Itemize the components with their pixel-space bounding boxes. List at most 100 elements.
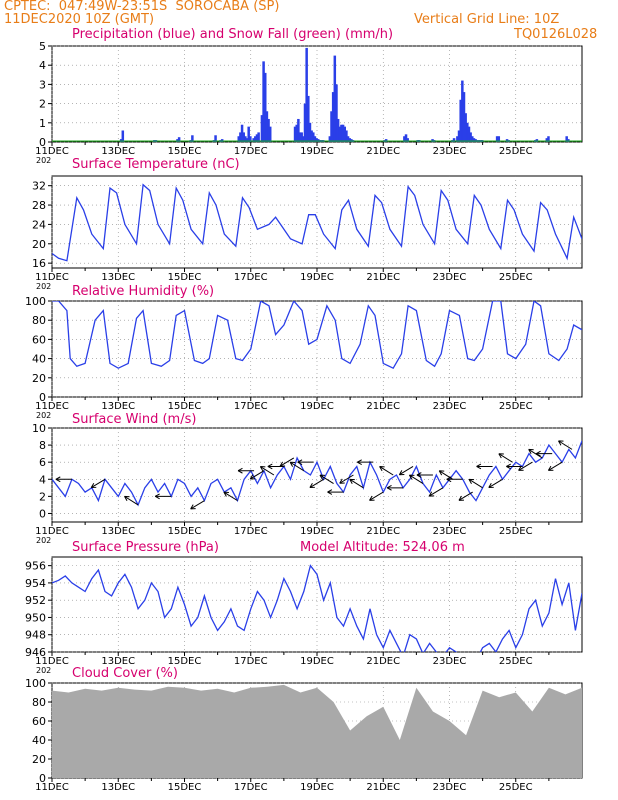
temperature-series-line [52, 183, 582, 262]
precip-bar [262, 61, 265, 142]
wind-arrow-head [558, 440, 562, 446]
wind-xtick-label: 13DEC [101, 526, 135, 537]
precip-xtick-label: 11DEC [35, 146, 69, 157]
precip-bar [260, 115, 264, 142]
precip-bar [341, 124, 345, 142]
wind-arrow [528, 449, 543, 459]
wind-arrow-head [468, 479, 472, 484]
precip-bar [464, 113, 467, 142]
precip-bar [459, 99, 462, 142]
humidity-xtick-label: 21DEC [366, 401, 400, 412]
wind-arrow-head [289, 462, 294, 467]
temperature-year-label: 202 [36, 282, 51, 291]
pressure-xtick-label: 11DEC [35, 656, 69, 667]
wind-arrow [488, 478, 503, 488]
temperature-xtick-label: 25DEC [499, 272, 533, 283]
precip-bar [295, 124, 298, 142]
cloud-xtick-label: 21DEC [366, 782, 400, 793]
precip-bar [313, 136, 317, 142]
wind-arrow-head [327, 491, 333, 495]
precip-bar [177, 137, 181, 142]
temperature-title: Surface Temperature (nC) [72, 157, 240, 172]
temperature-xtick-label: 11DEC [35, 272, 69, 283]
precip-bar [307, 95, 310, 142]
precip-bar [191, 135, 194, 142]
wind-arrow-head [190, 504, 194, 510]
wind-arrow [548, 461, 563, 471]
wind-arrow-head [547, 465, 552, 471]
wind-arrow-head [379, 466, 383, 472]
pressure-ytick-label: 954 [25, 577, 46, 590]
wind-arrow-head [506, 463, 512, 467]
precip-bar [462, 92, 466, 142]
wind-series-line [52, 440, 582, 507]
humidity-ytick-label: 0 [39, 391, 46, 404]
wind-arrow-head [528, 449, 532, 455]
humidity-ytick-label: 80 [32, 314, 46, 327]
pressure-ytick-label: 952 [25, 594, 46, 607]
cloud-ytick-label: 20 [32, 753, 46, 766]
precip-bar [244, 136, 247, 142]
humidity-xtick-label: 19DEC [300, 401, 334, 412]
wind-arrow-head [279, 461, 284, 467]
cloud-xtick-label: 15DEC [168, 782, 202, 793]
humidity-xtick-label: 25DEC [499, 401, 533, 412]
wind-ytick-label: 4 [39, 473, 46, 486]
wind-arrow-head [518, 465, 522, 471]
wind-arrow [223, 491, 238, 502]
humidity-ytick-label: 100 [25, 295, 46, 308]
precip-ytick-label: 4 [39, 59, 46, 72]
wind-year-label: 202 [36, 536, 51, 545]
wind-frame [51, 427, 583, 523]
wind-arrow [409, 474, 424, 484]
wind-arrow [260, 466, 275, 476]
precip-bar [255, 134, 259, 142]
wind-arrow [309, 478, 324, 488]
humidity-xtick-label: 11DEC [35, 401, 69, 412]
precip-bar [245, 138, 249, 142]
temperature-xtick-label: 21DEC [366, 272, 400, 283]
precip-xtick-label: 19DEC [300, 146, 334, 157]
wind-arrow-head [498, 453, 502, 459]
wind-arrow [250, 470, 265, 480]
wind-arrow-head [446, 478, 452, 483]
wind-arrow [369, 491, 384, 501]
precip-xtick-label: 25DEC [499, 146, 533, 157]
precip-xtick-label: 13DEC [101, 146, 135, 157]
wind-ytick-label: 6 [39, 456, 46, 469]
pressure-title: Surface Pressure (hPa) [72, 540, 219, 555]
precip-xtick-label: 23DEC [433, 146, 467, 157]
wind-arrow-head [55, 476, 61, 480]
precip-bar [346, 136, 350, 142]
precip-bar [249, 136, 252, 142]
precip-bar [305, 47, 308, 142]
pressure-xtick-label: 13DEC [101, 656, 135, 667]
pressure-year-label: 202 [36, 666, 51, 675]
wind-arrow [458, 491, 473, 501]
wind-arrow [279, 457, 295, 467]
wind-arrow-head [476, 466, 482, 470]
precip-bar [237, 136, 240, 142]
precip-bar [547, 136, 550, 142]
precip-bar [303, 103, 307, 142]
precip-bar [240, 124, 244, 142]
wind-arrow-head [446, 476, 452, 480]
temperature-xtick-label: 13DEC [101, 272, 135, 283]
precip-bar [293, 126, 297, 142]
precip-bar [461, 80, 464, 142]
humidity-ytick-label: 40 [32, 353, 46, 366]
wind-arrow-head [267, 466, 273, 470]
date-line: 11DEC2020 10Z (GMT) [4, 12, 155, 27]
wind-arrow [339, 474, 354, 484]
wind-arrow [379, 466, 394, 476]
precip-bar [297, 118, 300, 142]
wind-arrow-head [55, 478, 61, 483]
wind-arrow-head [223, 491, 227, 497]
wind-arrow-head [249, 474, 254, 480]
humidity-year-label: 202 [36, 411, 51, 420]
precip-bar [333, 55, 337, 142]
cloud-ytick-label: 60 [32, 715, 46, 728]
precip-bar [302, 136, 305, 142]
precip-ytick-label: 1 [39, 117, 46, 130]
